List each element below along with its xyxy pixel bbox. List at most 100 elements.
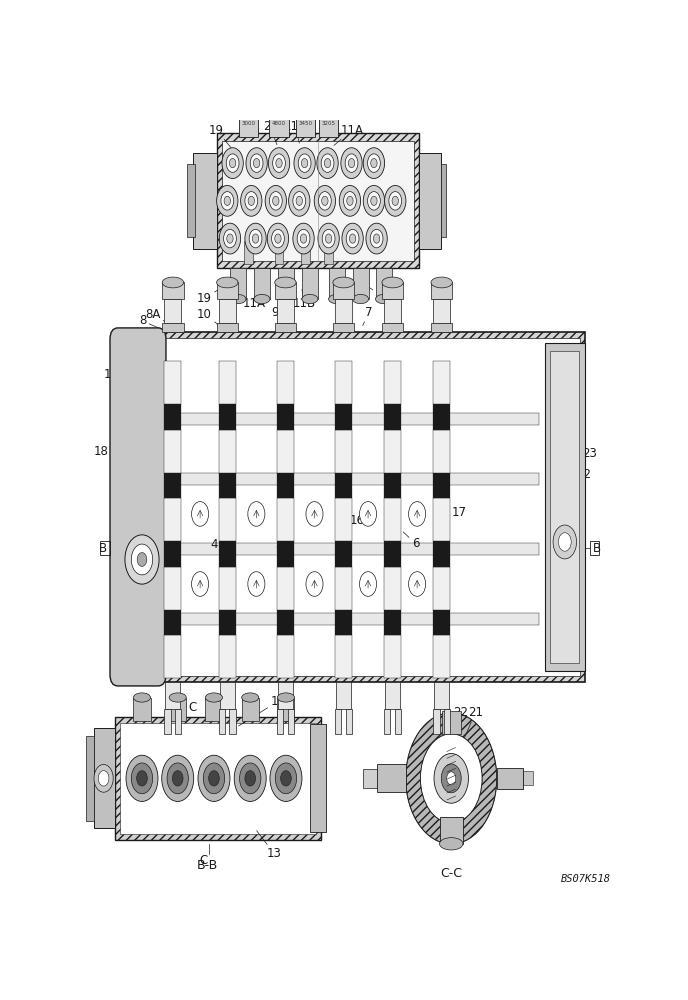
Text: 3000: 3000	[241, 121, 256, 126]
Bar	[222, 141, 414, 261]
Bar	[433, 610, 450, 635]
Bar	[193, 153, 217, 249]
Bar	[116, 717, 321, 840]
Text: 8: 8	[139, 314, 164, 330]
Circle shape	[346, 229, 359, 248]
Circle shape	[245, 771, 255, 786]
Circle shape	[126, 755, 158, 801]
Bar	[270, 110, 289, 137]
Bar	[433, 404, 450, 430]
Wedge shape	[406, 713, 497, 844]
Circle shape	[366, 223, 387, 254]
Bar	[94, 728, 116, 828]
Circle shape	[306, 572, 323, 596]
Ellipse shape	[431, 277, 452, 288]
Circle shape	[314, 185, 336, 216]
Circle shape	[131, 544, 153, 575]
Circle shape	[347, 196, 353, 205]
Bar	[433, 709, 440, 734]
Circle shape	[224, 196, 230, 205]
Bar	[164, 610, 182, 635]
Circle shape	[370, 229, 383, 248]
Circle shape	[275, 763, 297, 794]
Bar	[241, 698, 259, 721]
Bar	[169, 698, 186, 721]
Bar	[219, 404, 236, 430]
Circle shape	[275, 234, 281, 243]
Circle shape	[219, 223, 241, 254]
Bar	[219, 541, 236, 567]
Circle shape	[265, 185, 286, 216]
Bar	[277, 567, 294, 610]
Circle shape	[420, 734, 482, 823]
Text: 18: 18	[94, 445, 120, 463]
Ellipse shape	[277, 693, 294, 702]
Bar	[590, 541, 599, 555]
Circle shape	[198, 755, 230, 801]
Circle shape	[245, 192, 258, 210]
Bar	[288, 709, 294, 734]
Bar	[353, 268, 369, 299]
Bar	[277, 473, 294, 498]
Circle shape	[385, 185, 406, 216]
Circle shape	[306, 502, 323, 526]
Circle shape	[409, 502, 426, 526]
Bar	[219, 635, 236, 678]
Bar	[550, 351, 579, 663]
Ellipse shape	[169, 693, 186, 702]
Circle shape	[447, 772, 455, 785]
Circle shape	[272, 154, 286, 172]
Bar	[335, 498, 352, 541]
Circle shape	[248, 196, 255, 205]
Bar	[164, 541, 182, 567]
Bar	[335, 635, 352, 678]
Text: 11A: 11A	[242, 289, 268, 310]
Circle shape	[270, 192, 282, 210]
Circle shape	[252, 234, 259, 243]
Bar	[219, 473, 236, 498]
Bar	[162, 323, 184, 332]
Bar	[220, 682, 235, 709]
Bar	[126, 473, 539, 485]
Bar	[335, 430, 352, 473]
Circle shape	[324, 158, 331, 168]
Circle shape	[221, 192, 234, 210]
Ellipse shape	[254, 294, 270, 304]
Bar	[335, 610, 352, 635]
Circle shape	[297, 229, 310, 248]
Circle shape	[321, 154, 334, 172]
Text: 3205: 3205	[321, 121, 336, 126]
Bar	[329, 268, 345, 299]
Bar	[126, 543, 539, 555]
Circle shape	[367, 192, 380, 210]
Text: 14: 14	[239, 695, 286, 726]
Bar	[335, 404, 352, 430]
Bar	[302, 268, 318, 299]
Bar	[277, 635, 294, 678]
Circle shape	[301, 158, 308, 168]
Bar	[384, 404, 401, 430]
Circle shape	[270, 755, 302, 801]
Bar	[335, 473, 352, 498]
Bar	[126, 613, 539, 625]
Circle shape	[234, 755, 266, 801]
Bar	[382, 323, 403, 332]
Circle shape	[325, 234, 332, 243]
Ellipse shape	[376, 294, 391, 304]
Bar	[219, 567, 236, 610]
Ellipse shape	[206, 693, 222, 702]
Circle shape	[298, 154, 311, 172]
Bar	[277, 430, 294, 473]
Ellipse shape	[296, 104, 315, 115]
Circle shape	[559, 533, 571, 551]
Bar	[187, 164, 195, 237]
Bar	[433, 541, 450, 567]
Circle shape	[224, 229, 237, 248]
Circle shape	[322, 196, 328, 205]
Bar	[217, 323, 238, 332]
Circle shape	[318, 223, 339, 254]
Bar	[433, 473, 450, 498]
Bar	[333, 323, 354, 332]
Bar	[335, 541, 352, 567]
Bar	[164, 299, 182, 323]
